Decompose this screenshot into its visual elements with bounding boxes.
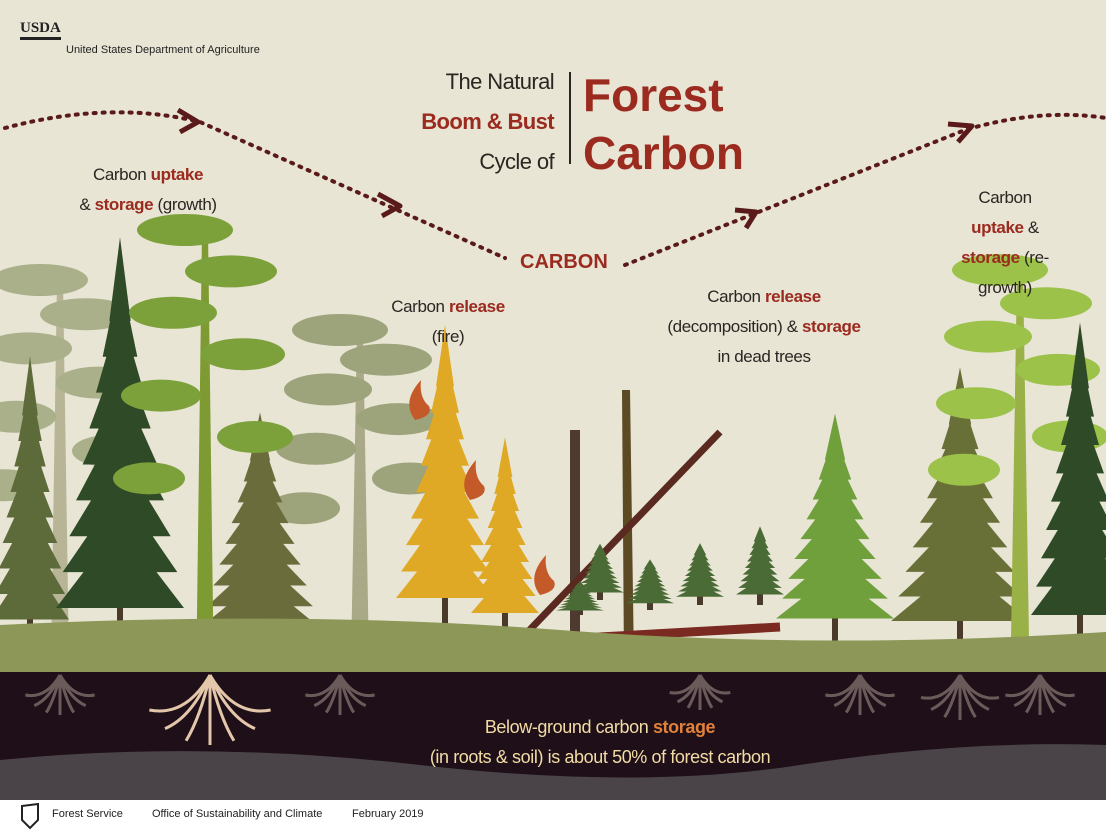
foliage — [936, 387, 1016, 419]
foliage — [944, 321, 1032, 353]
text-line: Below-ground carbon storage — [430, 712, 770, 742]
stage-label: Carbon uptake &storage (re-growth) — [955, 183, 1056, 303]
text-segment: (fire) — [432, 327, 465, 346]
foliage — [201, 338, 285, 370]
text-line: (in roots & soil) is about 50% of forest… — [430, 742, 770, 772]
usda-logo: USDA — [20, 20, 61, 40]
highlight-word: release — [765, 287, 821, 306]
footer-agency: Forest Service — [52, 808, 123, 820]
dead-trunk — [570, 430, 580, 660]
foliage — [129, 297, 217, 329]
stage-label: Carbon release (fire) — [391, 292, 505, 352]
title-lead-line: Boom & Bust — [421, 102, 554, 142]
text-line: in dead trees — [667, 342, 860, 372]
highlight-word: storage — [802, 317, 861, 336]
foliage — [284, 373, 372, 405]
foliage — [121, 380, 201, 412]
footer-office: Office of Sustainability and Climate — [152, 808, 322, 820]
text-segment: & — [1028, 218, 1039, 237]
agency-name: United States Department of Agriculture — [66, 44, 260, 56]
text-segment: (growth) — [158, 195, 217, 214]
text-segment: in dead trees — [717, 347, 810, 366]
text-segment: (in roots & soil) is about 50% of forest… — [430, 747, 770, 767]
text-line: (decomposition) & storage — [667, 312, 860, 342]
title-lead: The NaturalBoom & BustCycle of — [421, 62, 554, 182]
foliage — [185, 255, 277, 287]
below-ground-note: Below-ground carbon storage (in roots & s… — [430, 712, 770, 772]
cycle-label: CARBON — [520, 251, 608, 274]
text-segment: Below-ground carbon — [485, 717, 649, 737]
highlight-word: uptake — [971, 218, 1023, 237]
highlight-word: storage — [653, 717, 715, 737]
text-segment: Carbon — [93, 165, 146, 184]
title-divider — [569, 72, 571, 164]
foliage — [217, 421, 293, 453]
title-main-line: Carbon — [583, 124, 744, 182]
highlight-word: release — [449, 297, 505, 316]
text-segment: Carbon — [978, 188, 1031, 207]
text-line: storage (re-growth) — [955, 243, 1056, 303]
foliage — [928, 454, 1000, 486]
text-line: Carbon uptake & — [955, 183, 1056, 243]
text-segment: & — [79, 195, 90, 214]
highlight-word: uptake — [151, 165, 203, 184]
text-segment: (decomposition) & — [667, 317, 797, 336]
stage-label: Carbon uptake& storage (growth) — [79, 160, 216, 220]
title-lead-line: The Natural — [421, 62, 554, 102]
title-lead-line: Cycle of — [421, 142, 554, 182]
text-line: (fire) — [391, 322, 505, 352]
text-line: & storage (growth) — [79, 190, 216, 220]
foliage — [292, 314, 388, 346]
text-segment: Carbon — [707, 287, 760, 306]
title-main-line: Forest — [583, 66, 744, 124]
highlight-word: storage — [95, 195, 154, 214]
highlight-word: storage — [961, 248, 1020, 267]
text-line: Carbon release — [391, 292, 505, 322]
footer-date: February 2019 — [352, 808, 424, 820]
infographic: USDA United States Department of Agricul… — [0, 0, 1106, 831]
text-line: Carbon release — [667, 282, 860, 312]
forest-service-badge — [22, 804, 38, 828]
text-line: Carbon uptake — [79, 160, 216, 190]
foliage — [113, 462, 185, 494]
text-segment: Carbon — [391, 297, 444, 316]
